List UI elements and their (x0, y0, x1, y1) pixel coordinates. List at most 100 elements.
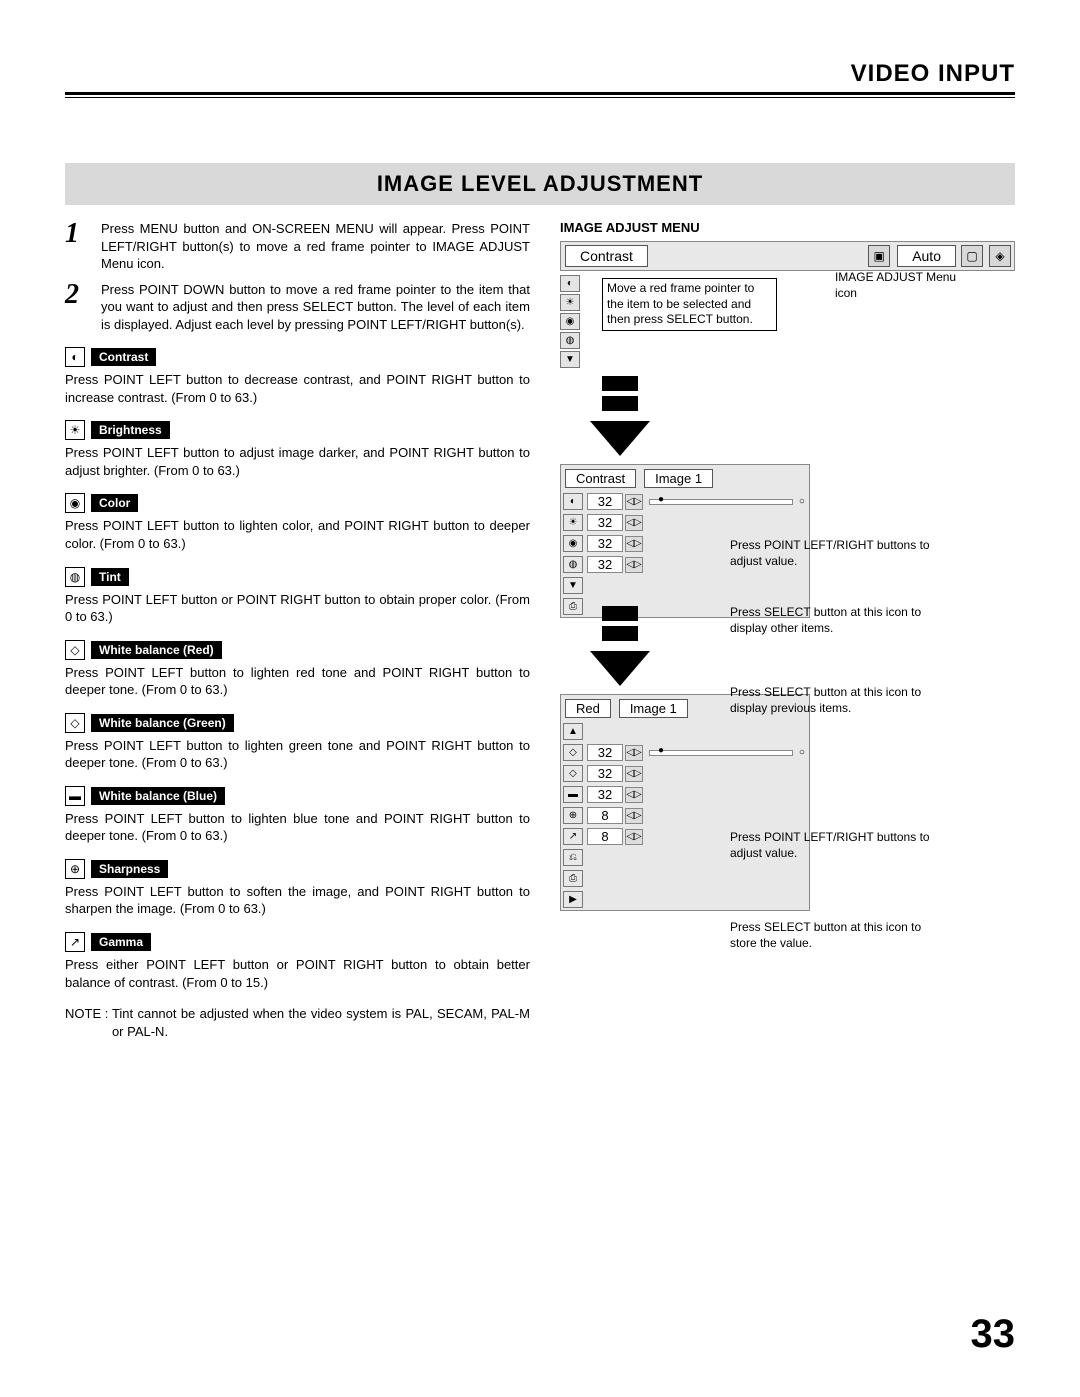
item-label: White balance (Green) (91, 714, 234, 732)
step-2: 2 Press POINT DOWN button to move a red … (65, 281, 530, 334)
item-icon: ▬ (65, 786, 85, 806)
item-label: White balance (Blue) (91, 787, 225, 805)
note-text: Tint cannot be adjusted when the video s… (112, 1005, 530, 1040)
callout: Move a red frame pointer to the item to … (602, 278, 777, 331)
header-section: VIDEO INPUT (65, 60, 1015, 88)
item-label: Tint (91, 568, 129, 586)
item-icon: ◉ (65, 493, 85, 513)
value-row: ▬32◁▷ (561, 784, 809, 805)
arrow-icon: ◁▷ (625, 494, 643, 510)
item-label: Contrast (91, 348, 156, 366)
step-text: Press POINT DOWN button to move a red fr… (101, 281, 530, 334)
mini-icon: ▼ (560, 351, 580, 368)
item-desc: Press POINT LEFT button to lighten color… (65, 517, 530, 552)
right-heading: IMAGE ADJUST MENU (560, 220, 1015, 235)
callout: IMAGE ADJUST Menu icon (835, 270, 965, 301)
row-icon: ◇ (563, 765, 583, 782)
mini-icon: ◍ (560, 332, 580, 349)
row-value: 32 (587, 556, 623, 573)
item-desc: Press POINT LEFT button or POINT RIGHT b… (65, 591, 530, 626)
item-icon: ☀ (65, 420, 85, 440)
menubar-icon: ▢ (961, 245, 983, 267)
section-banner: IMAGE LEVEL ADJUSTMENT (65, 163, 1015, 205)
callout: Press SELECT button at this icon to disp… (730, 605, 950, 636)
page-number: 33 (971, 1312, 1016, 1357)
step-number: 1 (65, 220, 89, 273)
item-label: Gamma (91, 933, 151, 951)
row-icon: ▬ (563, 786, 583, 803)
panel-head-left: Red (565, 699, 611, 718)
row-icon: ☀ (563, 514, 583, 531)
value-row: ◐32◁▷○ (561, 491, 809, 512)
mini-icon: ◉ (560, 313, 580, 330)
rule-thin (65, 97, 1015, 98)
row-value: 8 (587, 828, 623, 845)
callout: Press SELECT button at this icon to disp… (730, 685, 950, 716)
row-icon: ◇ (563, 744, 583, 761)
item-block: ◉ Color Press POINT LEFT button to lighten… (65, 493, 530, 552)
menubar-icon: ▣ (868, 245, 890, 267)
value-row: ☀32◁▷ (561, 512, 809, 533)
item-label: White balance (Red) (91, 641, 222, 659)
item-label: Color (91, 494, 138, 512)
item-block: ⊕SharpnessPress POINT LEFT button to sof… (65, 859, 530, 918)
mini-icon: ▼ (563, 577, 583, 594)
mini-icon: ◐ (560, 275, 580, 292)
row-value: 32 (587, 493, 623, 510)
slider (649, 750, 793, 756)
mini-icon: ⎙ (563, 598, 583, 615)
row-value: 32 (587, 514, 623, 531)
row-value: 32 (587, 786, 623, 803)
note: NOTE : Tint cannot be adjusted when the … (65, 1005, 530, 1040)
panel-head-right: Image 1 (644, 469, 713, 488)
item-icon: ◐ (65, 347, 85, 367)
item-desc: Press POINT LEFT button to decrease cont… (65, 371, 530, 406)
left-column: 1 Press MENU button and ON-SCREEN MENU w… (65, 220, 530, 1040)
row-value: 32 (587, 744, 623, 761)
menubar-title: Contrast (565, 245, 648, 267)
arrow-icon: ◁▷ (625, 766, 643, 782)
row-icon: ↗ (563, 828, 583, 845)
rule-thick (65, 92, 1015, 95)
item-desc: Press POINT LEFT button to lighten red t… (65, 664, 530, 699)
item-icon: ↗ (65, 932, 85, 952)
arrow-icon: ◁▷ (625, 515, 643, 531)
callout: Press POINT LEFT/RIGHT buttons to adjust… (730, 830, 930, 861)
arrow-icon: ◁▷ (625, 787, 643, 803)
item-block: ◍ Tint Press POINT LEFT button or POINT RI… (65, 567, 530, 626)
adjust-panel-2: Red Image 1 ▲ ◇32◁▷○◇32◁▷▬32◁▷⊕8◁▷↗8◁▷ ⎌… (560, 694, 810, 911)
row-icon: ◉ (563, 535, 583, 552)
arrow-icon: ◁▷ (625, 745, 643, 761)
item-block: ◇ White balance (Green) Press POINT LEFT b… (65, 713, 530, 772)
slider (649, 499, 793, 505)
arrow-icon: ◁▷ (625, 557, 643, 573)
item-icon: ⊕ (65, 859, 85, 879)
menubar: Contrast ▣ Auto ▢ ◈ (560, 241, 1015, 271)
item-icon: ◇ (65, 713, 85, 733)
mini-icon: ⎙ (563, 870, 583, 887)
row-value: 8 (587, 807, 623, 824)
row-value: 32 (587, 535, 623, 552)
note-label: NOTE : (65, 1005, 112, 1040)
value-row: ◇32◁▷ (561, 763, 809, 784)
arrow-icon: ◁▷ (625, 536, 643, 552)
item-desc: Press POINT LEFT button to lighten green… (65, 737, 530, 772)
mini-icon: ▶ (563, 891, 583, 908)
item-icon: ◍ (65, 567, 85, 587)
arrow-icon: ◁▷ (625, 808, 643, 824)
value-row: ⊕8◁▷ (561, 805, 809, 826)
callout: Press POINT LEFT/RIGHT buttons to adjust… (730, 538, 930, 569)
menubar-mode: Auto (897, 245, 956, 267)
mini-icon: ☀ (560, 294, 580, 311)
item-desc: Press either POINT LEFT button or POINT … (65, 956, 530, 991)
item-block: ◐ Contrast Press POINT LEFT button to decr… (65, 347, 530, 406)
item-label: Brightness (91, 421, 170, 439)
panel-head-left: Contrast (565, 469, 636, 488)
step-text: Press MENU button and ON-SCREEN MENU wil… (101, 220, 530, 273)
down-arrow-icon (590, 421, 650, 456)
row-icon: ◍ (563, 556, 583, 573)
panel-head-right: Image 1 (619, 699, 688, 718)
item-block: ▬White balance (Blue)Press POINT LEFT bu… (65, 786, 530, 845)
item-icon: ◇ (65, 640, 85, 660)
down-arrow-icon (590, 651, 650, 686)
